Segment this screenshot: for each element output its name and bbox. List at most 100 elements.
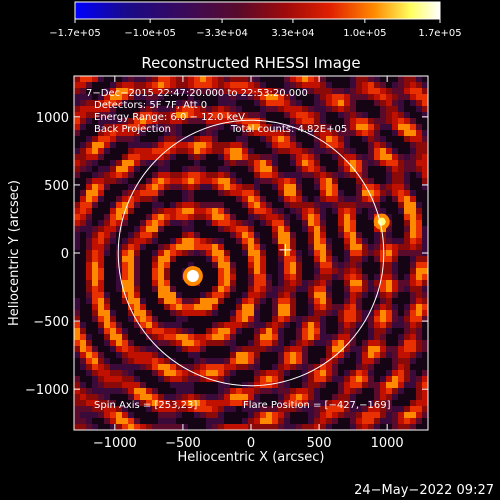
heatmap-cell — [200, 202, 206, 208]
heatmap-cell — [356, 298, 362, 304]
heatmap-cell — [218, 154, 224, 160]
heatmap-cell — [314, 196, 320, 202]
heatmap-cell — [92, 178, 98, 184]
heatmap-cell — [98, 310, 104, 316]
heatmap-cell — [74, 406, 80, 412]
heatmap-cell — [404, 424, 410, 430]
heatmap-cell — [416, 358, 422, 364]
heatmap-cell — [236, 232, 242, 238]
heatmap-cell — [206, 166, 212, 172]
heatmap-cell — [128, 358, 134, 364]
heatmap-cell — [386, 418, 392, 424]
heatmap-cell — [242, 238, 248, 244]
heatmap-cell — [146, 346, 152, 352]
heatmap-cell — [392, 310, 398, 316]
heatmap-cell — [86, 82, 92, 88]
heatmap-cell — [344, 364, 350, 370]
heatmap-cell — [308, 346, 314, 352]
heatmap-cell — [374, 406, 380, 412]
heatmap-cell — [278, 142, 284, 148]
heatmap-cell — [368, 214, 374, 220]
heatmap-cell — [320, 340, 326, 346]
heatmap-cell — [380, 112, 386, 118]
heatmap-cell — [200, 334, 206, 340]
heatmap-cell — [404, 142, 410, 148]
heatmap-cell — [86, 418, 92, 424]
heatmap-cell — [272, 154, 278, 160]
heatmap-cell — [80, 334, 86, 340]
heatmap-cell — [272, 232, 278, 238]
heatmap-cell — [104, 100, 110, 106]
heatmap-cell — [188, 328, 194, 334]
heatmap-cell — [398, 268, 404, 274]
heatmap-cell — [164, 100, 170, 106]
heatmap-cell — [416, 310, 422, 316]
heatmap-cell — [302, 232, 308, 238]
heatmap-cell — [74, 232, 80, 238]
heatmap-cell — [380, 334, 386, 340]
heatmap-cell — [308, 352, 314, 358]
heatmap-cell — [140, 214, 146, 220]
heatmap-cell — [146, 268, 152, 274]
heatmap-cell — [272, 190, 278, 196]
heatmap-cell — [74, 190, 80, 196]
heatmap-cell — [266, 130, 272, 136]
heatmap-cell — [266, 304, 272, 310]
heatmap-cell — [422, 184, 428, 190]
heatmap-cell — [128, 418, 134, 424]
heatmap-cell — [218, 418, 224, 424]
heatmap-cell — [338, 412, 344, 418]
heatmap-cell — [338, 274, 344, 280]
heatmap-cell — [344, 118, 350, 124]
heatmap-cell — [188, 424, 194, 430]
heatmap-cell — [278, 352, 284, 358]
heatmap-cell — [152, 292, 158, 298]
heatmap-cell — [260, 226, 266, 232]
heatmap-cell — [254, 184, 260, 190]
heatmap-cell — [74, 166, 80, 172]
heatmap-cell — [260, 388, 266, 394]
heatmap-cell — [278, 148, 284, 154]
heatmap-cell — [170, 94, 176, 100]
heatmap-cell — [80, 82, 86, 88]
heatmap-cell — [116, 334, 122, 340]
heatmap-cell — [386, 136, 392, 142]
heatmap-cell — [188, 112, 194, 118]
heatmap-cell — [98, 340, 104, 346]
heatmap-cell — [242, 220, 248, 226]
heatmap-cell — [86, 106, 92, 112]
heatmap-cell — [98, 412, 104, 418]
heatmap-cell — [242, 142, 248, 148]
heatmap-cell — [80, 394, 86, 400]
heatmap-cell — [344, 286, 350, 292]
heatmap-cell — [260, 274, 266, 280]
heatmap-cell — [74, 310, 80, 316]
heatmap-cell — [242, 136, 248, 142]
heatmap-cell — [218, 262, 224, 268]
heatmap-cell — [284, 310, 290, 316]
heatmap-cell — [236, 418, 242, 424]
heatmap-cell — [380, 190, 386, 196]
heatmap-cell — [260, 178, 266, 184]
heatmap-cell — [218, 376, 224, 382]
heatmap-cell — [296, 400, 302, 406]
heatmap-cell — [422, 76, 428, 82]
heatmap-cell — [164, 310, 170, 316]
heatmap-cell — [368, 286, 374, 292]
heatmap-cell — [266, 106, 272, 112]
heatmap-cell — [188, 316, 194, 322]
heatmap-cell — [404, 154, 410, 160]
heatmap-cell — [212, 424, 218, 430]
heatmap-cell — [392, 154, 398, 160]
heatmap-cell — [326, 190, 332, 196]
heatmap-cell — [254, 262, 260, 268]
heatmap-cell — [212, 220, 218, 226]
heatmap-cell — [170, 88, 176, 94]
heatmap-cell — [248, 280, 254, 286]
heatmap-cell — [290, 130, 296, 136]
heatmap-cell — [362, 274, 368, 280]
heatmap-cell — [122, 250, 128, 256]
heatmap-cell — [80, 382, 86, 388]
heatmap-cell — [416, 400, 422, 406]
heatmap-cell — [272, 130, 278, 136]
